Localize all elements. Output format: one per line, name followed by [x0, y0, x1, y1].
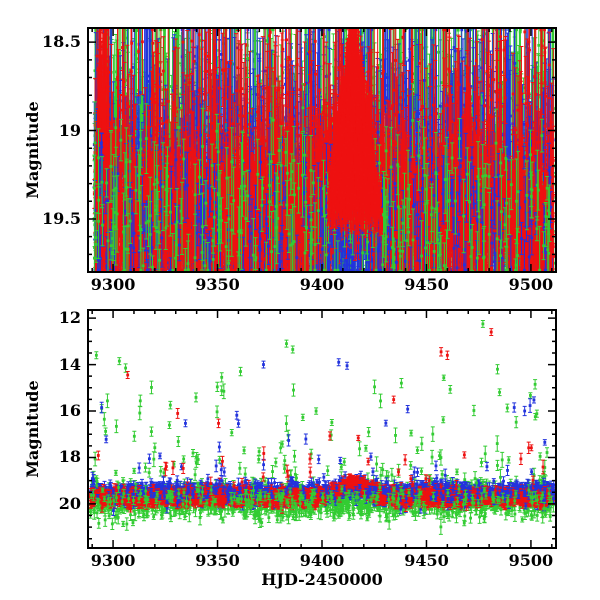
bottom-panel-x-tick-label: 9450: [404, 551, 449, 570]
bottom-panel-y-tick-label: 16: [58, 401, 81, 420]
x-axis-title: HJD-2450000: [261, 570, 383, 589]
bottom-panel-x-tick-label: 9300: [90, 551, 136, 570]
top-panel-x-tick-label: 9400: [299, 275, 345, 294]
bottom-panel-y-tick-label: 12: [58, 308, 81, 328]
top-panel-x-tick-label: 9500: [508, 275, 554, 294]
bottom-panel-y-tick-label: 14: [58, 354, 81, 374]
bottom-panel-x-tick-label: 9350: [195, 551, 240, 570]
bottom-panel-x-tick-label: 9400: [299, 551, 345, 570]
top-panel-x-tick-label: 9450: [404, 275, 449, 294]
top-panel-y-axis-title: Magnitude: [23, 101, 42, 199]
bottom-panel-y-tick-label: 18: [58, 447, 81, 467]
top-panel-y-tick-label: 18.5: [42, 32, 81, 52]
top-panel-x-tick-label: 9300: [90, 275, 136, 294]
top-panel-y-tick-label: 19.5: [42, 208, 81, 228]
bottom-panel-x-tick-label: 9500: [508, 551, 554, 570]
bottom-panel-y-tick-label: 20: [58, 493, 81, 513]
top-panel-x-tick-label: 9350: [195, 275, 240, 294]
bottom-panel-y-axis-title: Magnitude: [23, 380, 42, 478]
top-panel-y-tick-label: 19: [58, 120, 81, 140]
